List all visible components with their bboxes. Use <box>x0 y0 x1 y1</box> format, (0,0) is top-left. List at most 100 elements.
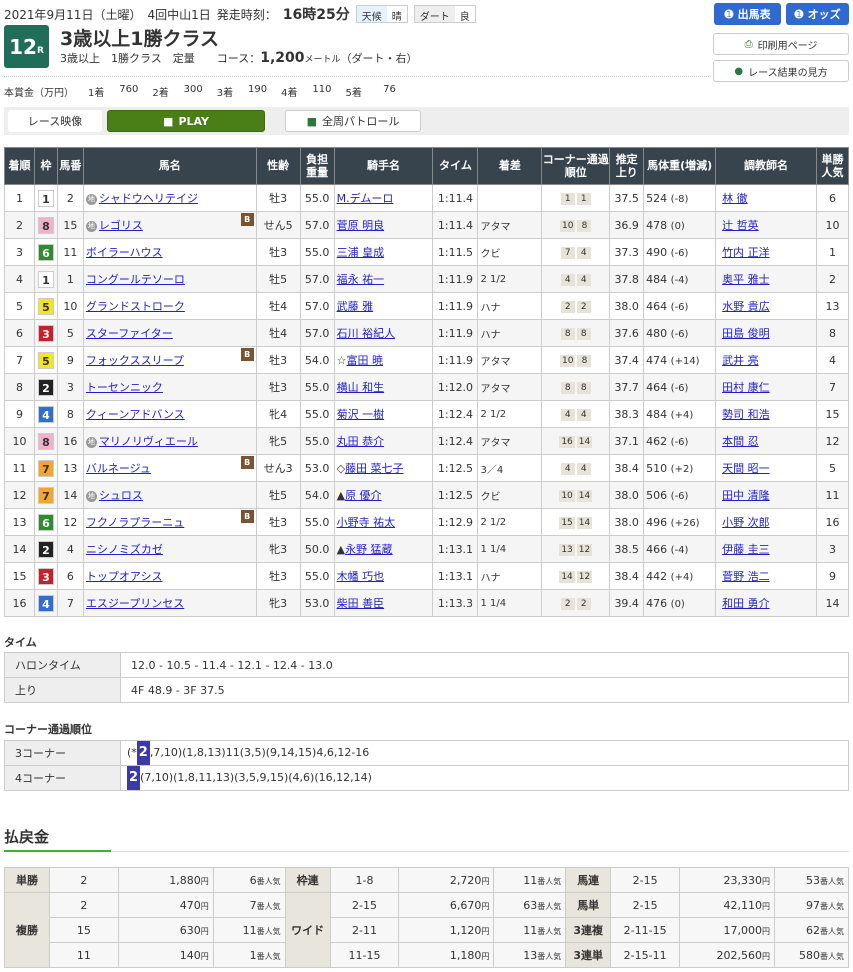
jockey-link[interactable]: 石川 裕紀人 <box>336 327 396 340</box>
trainer-link[interactable]: 田中 清隆 <box>722 489 770 502</box>
trainer-link[interactable]: 伊藤 圭三 <box>722 543 770 556</box>
trainer-link[interactable]: 田島 俊明 <box>722 327 770 340</box>
jockey-link[interactable]: 藤田 菜七子 <box>345 462 404 475</box>
sex-age: 牡3 <box>255 238 301 266</box>
body-weight: 496 <box>646 515 668 529</box>
blinker-icon: B <box>240 348 254 361</box>
weight-carried: 55.0 <box>299 508 335 536</box>
horse-name-link[interactable]: エスジープリンセス <box>85 597 185 610</box>
entries-button[interactable]: ➊ 出馬表 <box>714 3 781 25</box>
horse-name-link[interactable]: シュロス <box>98 489 143 502</box>
horse-name-link[interactable]: シャドウヘリテイジ <box>98 192 198 205</box>
play-button[interactable]: ■ PLAY <box>107 110 265 132</box>
payout-amount: 42,110 <box>723 898 762 912</box>
horse-number: 3 <box>56 373 84 401</box>
horse-name-link[interactable]: レゴリス <box>98 219 143 232</box>
column-header: 調教師名 <box>715 147 817 185</box>
corner4-position: 2 <box>576 598 591 610</box>
jockey-link[interactable]: 柴田 善臣 <box>336 597 385 610</box>
horse-name-link[interactable]: トップオアシス <box>85 570 163 583</box>
trainer-link[interactable]: 本間 忍 <box>722 435 759 448</box>
results-table: 着順枠馬番 馬名 性齢 負担重量 騎手名 タイム 着差 コーナー通過順位 推定上り 馬体重(増減)… <box>4 147 850 617</box>
trainer-link[interactable]: 天間 昭一 <box>722 462 770 475</box>
table-row: 2 8 15 地レゴリス B せん5 57.0 菅原 明良 1:11.4 アタマ 10 8 36.9 47… <box>4 211 850 239</box>
finish-time: 1:12.5 <box>432 481 479 509</box>
trainer-link[interactable]: 菅野 浩二 <box>722 570 770 583</box>
jockey-link[interactable]: 福永 祐一 <box>336 273 385 286</box>
horse-name-link[interactable]: バルネージュ <box>85 462 151 475</box>
horse-name-link[interactable]: ボイラーハウス <box>85 246 163 259</box>
payout-title: 払戻金 <box>4 828 50 846</box>
horse-name-link[interactable]: ニシノミズカゼ <box>85 543 163 556</box>
corner4-rest: (7,10)(1,8,11,13)(3,5,9,15)(4,6)(16,12,1… <box>140 771 372 784</box>
finish-position: 9 <box>4 400 35 428</box>
time-section-title: タイム <box>4 636 37 649</box>
finish-position: 14 <box>4 535 35 563</box>
horse-name-link[interactable]: コングールテソーロ <box>85 273 185 286</box>
payout-accent <box>4 850 111 852</box>
margin: ハナ <box>477 292 543 320</box>
corner3-leader: 2 <box>136 741 150 765</box>
frame-badge: 4 <box>37 405 54 423</box>
arrow-circle-icon: ➊ <box>724 7 734 21</box>
corner3-position: 15 <box>559 517 575 529</box>
trainer-link[interactable]: 武井 亮 <box>722 354 759 367</box>
odds-button[interactable]: ➊ オッズ <box>786 3 849 25</box>
jockey-link[interactable]: 原 優介 <box>345 489 382 502</box>
print-button[interactable]: ⎙ 印刷用ページ <box>713 33 849 55</box>
trainer-link[interactable]: 奥平 雅士 <box>722 273 770 286</box>
margin: クビ <box>477 481 543 509</box>
weather-label: 天候 <box>356 6 387 23</box>
horse-name-link[interactable]: グランドストローク <box>85 300 185 313</box>
finish-time: 1:13.3 <box>432 589 479 617</box>
horse-name-link[interactable]: フォックススリープ <box>85 354 184 367</box>
trainer-link[interactable]: 水野 貴広 <box>722 300 770 313</box>
horse-name-link[interactable]: マリノリヴィエール <box>98 435 198 448</box>
column-header: 単勝人気 <box>815 147 850 185</box>
jockey-link[interactable]: 永野 猛蔵 <box>345 543 393 556</box>
trainer-link[interactable]: 勢司 和浩 <box>722 408 770 421</box>
body-weight-diff: (0) <box>670 598 685 610</box>
jockey-link[interactable]: 丸田 恭介 <box>336 435 385 448</box>
jockey-link[interactable]: 菅原 明良 <box>336 219 385 232</box>
finish-position: 4 <box>4 265 35 293</box>
guide-button[interactable]: ● レース結果の見方 <box>713 60 849 82</box>
jockey-link[interactable]: 菊沢 一樹 <box>336 408 385 421</box>
horse-name-link[interactable]: トーセンニック <box>85 381 163 394</box>
popularity-suffix: 番人気 <box>820 901 844 911</box>
trainer-link[interactable]: 小野 次郎 <box>722 516 770 529</box>
payout-popularity: 13 <box>523 948 538 962</box>
patrol-button[interactable]: ■ 全周パトロール <box>285 110 421 132</box>
table-row: 10 8 16 地マリノリヴィエール 牝5 55.0 丸田 恭介 1:12.4 アタマ 16 14 3… <box>4 427 850 455</box>
trainer-link[interactable]: 辻 哲英 <box>722 219 759 232</box>
jockey-link[interactable]: 横山 和生 <box>336 381 385 394</box>
corner3-position: 8 <box>560 382 575 394</box>
race-info-line: 2021年9月11日（土曜） 4回中山1日 発走時刻： 16時25分 天候晴 ダー… <box>4 4 476 24</box>
table-row: 13 6 12 フクノラプラーニュ B 牡3 55.0 小野寺 祐太 1:12.9 2 1/2 15… <box>4 508 850 536</box>
jockey-link[interactable]: 富田 暁 <box>346 354 383 367</box>
distance-unit: メートル <box>304 55 341 65</box>
prize-value: 110 <box>312 84 332 95</box>
horse-name-link[interactable]: スターファイター <box>85 327 173 340</box>
jockey-mark: ☆ <box>336 354 347 367</box>
patrol-label: 全周パトロール <box>322 115 400 128</box>
jockey-link[interactable]: M.デムーロ <box>336 192 394 205</box>
jockey-link[interactable]: 小野寺 祐太 <box>336 516 396 529</box>
race-number-suffix: R <box>36 45 44 56</box>
jockey-link[interactable]: 三浦 皇成 <box>336 246 385 259</box>
frame-badge: 1 <box>37 270 54 288</box>
finish-time: 1:12.9 <box>432 508 479 536</box>
trainer-link[interactable]: 田村 康仁 <box>722 381 770 394</box>
body-weight: 510 <box>646 461 668 475</box>
horse-name-link[interactable]: クィーンアドバンス <box>85 408 185 421</box>
jockey-link[interactable]: 武藤 雅 <box>336 300 374 313</box>
trainer-link[interactable]: 和田 勇介 <box>722 597 770 610</box>
jockey-link[interactable]: 木幡 巧也 <box>336 570 385 583</box>
horse-name-link[interactable]: フクノラプラーニュ <box>85 516 185 529</box>
trainer-link[interactable]: 竹内 正洋 <box>722 246 770 259</box>
yen-unit: 円 <box>200 951 209 961</box>
margin: ハナ <box>477 319 543 347</box>
trainer-link[interactable]: 林 徹 <box>722 192 748 205</box>
corner4-position: 14 <box>576 517 593 529</box>
popularity-suffix: 番人気 <box>820 926 844 936</box>
